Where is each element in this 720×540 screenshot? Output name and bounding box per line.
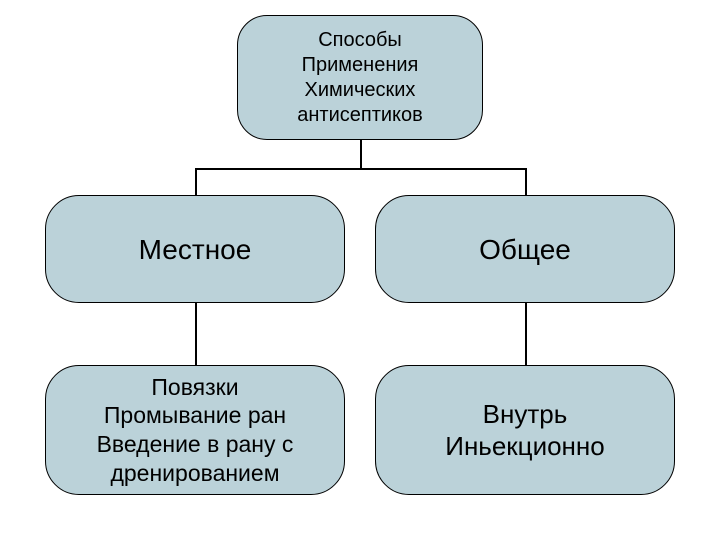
- node-left1: Местное: [45, 195, 345, 303]
- connector: [360, 140, 362, 168]
- node-label: Повязки Промывание ран Введение в рану с…: [97, 373, 294, 488]
- connector: [195, 303, 197, 365]
- connector: [195, 168, 525, 170]
- node-right2: Внутрь Иньекционно: [375, 365, 675, 495]
- node-root: Способы Применения Химических антисептик…: [237, 15, 483, 140]
- connector: [195, 168, 197, 195]
- node-label: Способы Применения Химических антисептик…: [297, 28, 423, 128]
- connector: [525, 168, 527, 195]
- node-label: Местное: [139, 232, 252, 267]
- node-label: Внутрь Иньекционно: [445, 398, 604, 463]
- node-label: Общее: [479, 232, 571, 267]
- connector: [525, 303, 527, 365]
- node-right1: Общее: [375, 195, 675, 303]
- node-left2: Повязки Промывание ран Введение в рану с…: [45, 365, 345, 495]
